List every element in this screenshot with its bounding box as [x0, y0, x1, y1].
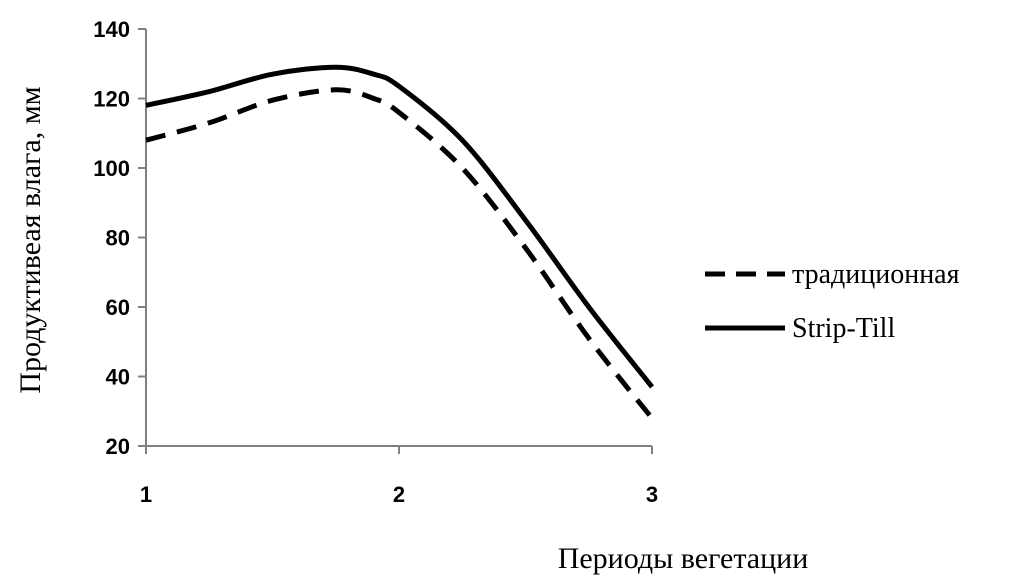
- y-tick-label: 100: [93, 156, 130, 181]
- series-line-2: [145, 64, 654, 389]
- x-axis-title: Периоды вегетации: [558, 542, 809, 575]
- x-tick-label: 3: [646, 482, 658, 507]
- series-line-1: [145, 87, 654, 420]
- y-tick-label: 120: [93, 87, 130, 112]
- legend-label-2: Strip-Till: [792, 313, 895, 344]
- x-tick-label: 1: [140, 482, 152, 507]
- axes: [145, 29, 652, 447]
- y-axis-title: Продуктивеая влага, мм: [14, 86, 47, 393]
- x-axis-ticks: 1 2 3: [140, 446, 658, 507]
- legend-label-1: традиционная: [792, 259, 960, 290]
- y-tick-label: 140: [93, 17, 130, 42]
- x-tick-label: 2: [393, 482, 405, 507]
- y-axis-ticks: 20 40 60 80 100 120 140: [93, 17, 146, 459]
- legend: традиционная Strip-Till: [705, 259, 960, 344]
- y-tick-label: 20: [106, 434, 130, 459]
- series-lines: [145, 64, 654, 420]
- y-tick-label: 40: [106, 365, 130, 390]
- y-tick-label: 60: [106, 295, 130, 320]
- y-tick-label: 80: [106, 226, 130, 251]
